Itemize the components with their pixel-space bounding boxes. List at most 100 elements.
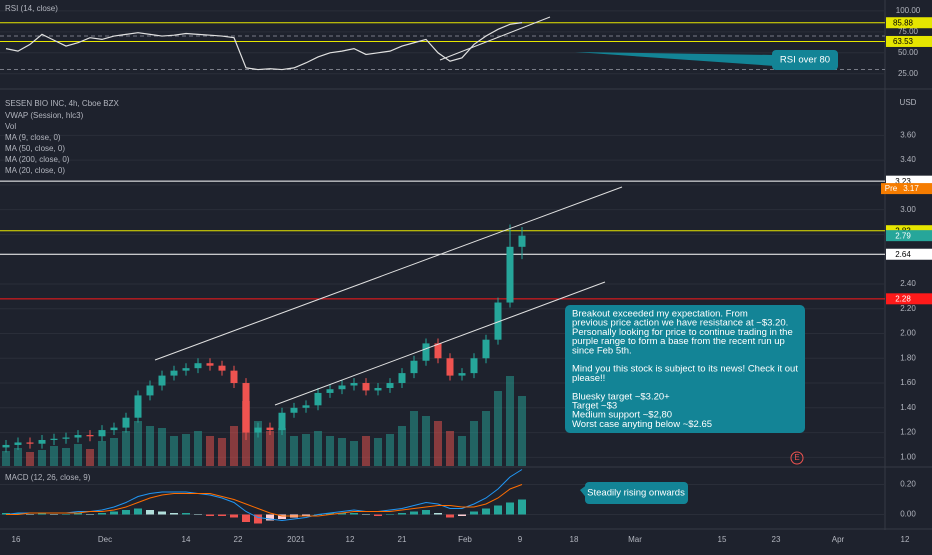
candle-body — [458, 373, 466, 376]
volume-bar — [2, 451, 10, 466]
price-tag-label: 2.28 — [895, 294, 911, 303]
x-tick-label: 15 — [718, 535, 727, 544]
volume-bar — [50, 446, 58, 466]
time-axis: 16 Dec 14 22 2021 12 21 Feb 9 18 Mar 15 23 Apr 12 — [12, 535, 910, 544]
macd-line — [6, 484, 523, 517]
volume-bar — [422, 416, 430, 466]
callout-line: Breakout exceeded my expectation. From — [572, 309, 748, 320]
histogram-bar — [302, 514, 310, 516]
callout-box[interactable] — [585, 482, 688, 504]
volume-bar — [290, 436, 298, 466]
callout-line: since Feb 5th. — [572, 345, 632, 356]
price-tag-label: 2.79 — [895, 231, 911, 240]
histogram-bar — [386, 514, 394, 515]
symbol-legend: SESEN BIO INC, 4h, Cboe BZX — [5, 99, 119, 108]
callout-text: RSI over 80 — [780, 55, 830, 66]
candle-body — [50, 438, 58, 440]
candle-body — [242, 383, 250, 433]
volume-bar — [398, 426, 406, 466]
callout-line: please!! — [572, 373, 605, 384]
histogram-bar — [266, 514, 274, 521]
volume-bar — [206, 436, 214, 466]
histogram-bar — [374, 514, 382, 516]
candle-body — [2, 444, 10, 448]
candle-body — [122, 417, 130, 428]
callout-box[interactable] — [565, 305, 805, 433]
x-tick-label: 22 — [234, 535, 243, 544]
premarket-tag-value: 3.17 — [903, 184, 919, 193]
earnings-icon[interactable] — [790, 451, 804, 465]
volume-bar — [110, 438, 118, 466]
volume-bar — [122, 431, 130, 466]
histogram-bar — [362, 514, 370, 515]
histogram-bar — [254, 514, 262, 524]
candle-body — [182, 368, 190, 371]
x-tick-label: Feb — [458, 535, 472, 544]
y-tick-label: 100.00 — [896, 6, 921, 15]
volume-bar — [518, 396, 526, 466]
callout-line: Target ~$3 — [572, 401, 617, 412]
callout-box[interactable] — [772, 50, 838, 70]
candle-body — [170, 370, 178, 376]
x-tick-label: 21 — [398, 535, 407, 544]
histogram-bar — [422, 510, 430, 515]
y-tick-label: 2.00 — [900, 329, 916, 338]
histogram-bar — [458, 514, 466, 516]
histogram-bar — [494, 505, 502, 515]
candle-body — [422, 343, 430, 361]
price-tag — [886, 248, 932, 260]
candle-body — [146, 385, 154, 396]
histogram-bar — [398, 513, 406, 515]
histogram-bar — [74, 513, 82, 515]
volume-bar — [350, 441, 358, 466]
candle-body — [302, 405, 310, 408]
candle-body — [434, 343, 442, 359]
histogram-bar — [506, 502, 514, 515]
histogram-bar — [242, 514, 250, 522]
histogram-bar — [146, 510, 154, 515]
volume-bar — [74, 444, 82, 466]
callout-text-block: Breakout exceeded my expectation. Frompr… — [572, 309, 798, 430]
histogram-bar — [410, 511, 418, 515]
candle-body — [290, 407, 298, 413]
volume-bar — [182, 434, 190, 466]
callout-line: previous price action we have resistance… — [572, 318, 788, 329]
volume-bar — [170, 436, 178, 466]
indicator-legend: MA (20, close, 0) — [5, 166, 65, 175]
candle-body — [26, 442, 34, 444]
volume-bar — [458, 436, 466, 466]
volume-bar — [302, 434, 310, 466]
x-tick-label: Dec — [98, 535, 112, 544]
x-tick-label: 9 — [518, 535, 523, 544]
y-tick-label: 0.20 — [900, 480, 916, 489]
candle-body — [14, 442, 22, 445]
candle-body — [110, 427, 118, 431]
trend-line[interactable] — [154, 186, 623, 361]
candle-body — [470, 358, 478, 374]
histogram-bar — [38, 513, 46, 515]
indicator-legend: MA (9, close, 0) — [5, 133, 61, 142]
candle-body — [218, 365, 226, 371]
volume-bar — [218, 438, 226, 466]
volume-bar — [278, 428, 286, 466]
volume-bar — [494, 391, 502, 466]
volume-bar — [62, 448, 70, 466]
premarket-tag-name: Pre — [885, 184, 898, 193]
histogram-bar — [62, 514, 70, 515]
histogram-bar — [446, 514, 454, 518]
candle-body — [326, 389, 334, 393]
callout-line: Medium support ~$2,80 — [572, 410, 672, 421]
earnings-label: E — [794, 453, 799, 462]
trend-line[interactable] — [439, 16, 551, 61]
histogram-bar — [206, 514, 214, 516]
trend-line[interactable] — [274, 281, 606, 406]
candle-body — [494, 302, 502, 340]
candle-body — [158, 375, 166, 386]
y-tick-label: 2.40 — [900, 279, 916, 288]
volume-bar — [158, 428, 166, 466]
volume-bar — [386, 434, 394, 466]
callout-line: purple range to form a base from the rec… — [572, 336, 785, 347]
candle-body — [278, 412, 286, 431]
